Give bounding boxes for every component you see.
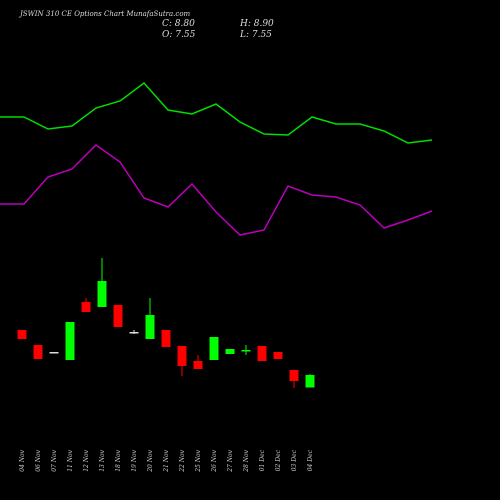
x-tick-label: 25 Nov: [195, 449, 202, 472]
indicator-line: [0, 144, 433, 236]
x-tick-label: 03 Dec: [291, 449, 298, 471]
candle-body: [193, 361, 203, 369]
candle-body: [49, 352, 59, 354]
x-tick-label: 04 Nov: [19, 449, 26, 471]
x-tick-label: 27 Nov: [227, 449, 234, 472]
candle-body: [145, 315, 155, 339]
open-label: O: 7.55: [162, 30, 196, 40]
candle-body: [273, 352, 283, 359]
x-tick-label: 11 Nov: [67, 449, 74, 471]
candle-body: [289, 370, 299, 381]
candle-body: [305, 375, 315, 388]
x-tick-label: 20 Nov: [147, 449, 154, 472]
x-tick-label: 02 Dec: [275, 449, 282, 471]
candle-body: [113, 305, 123, 327]
candle-body: [65, 322, 75, 360]
x-tick-label: 26 Nov: [211, 449, 218, 472]
x-tick-label: 22 Nov: [179, 449, 186, 472]
x-tick-label: 04 Dec: [307, 449, 314, 471]
x-tick-label: 06 Nov: [35, 449, 42, 471]
x-tick-label: 07 Nov: [51, 449, 58, 471]
close-label: C: 8.80: [162, 19, 195, 29]
chart-title: JSWIN 310 CE Options Chart MunafaSutra.c…: [18, 10, 191, 18]
x-tick-label: 12 Nov: [83, 449, 90, 471]
indicator-line: [0, 81, 433, 144]
high-label: H: 8.90: [239, 19, 274, 29]
x-tick-label: 13 Nov: [99, 449, 106, 471]
candle-body: [225, 349, 235, 354]
candle-body: [209, 337, 219, 360]
x-tick-label: 28 Nov: [243, 449, 250, 472]
candle-body: [33, 345, 43, 359]
x-tick-label: 19 Nov: [131, 449, 138, 471]
candle-body: [17, 330, 27, 339]
candle-body: [161, 330, 171, 347]
x-tick-label: 01 Dec: [259, 449, 266, 471]
candle-body: [257, 346, 267, 361]
x-tick-label: 18 Nov: [115, 449, 122, 471]
x-tick-label: 21 Nov: [163, 449, 170, 472]
candle-body: [241, 350, 251, 352]
candle-body: [81, 302, 91, 312]
candle-body: [97, 281, 107, 307]
low-label: L: 7.55: [239, 30, 272, 40]
candle-body: [129, 332, 139, 334]
candle-body: [177, 346, 187, 366]
